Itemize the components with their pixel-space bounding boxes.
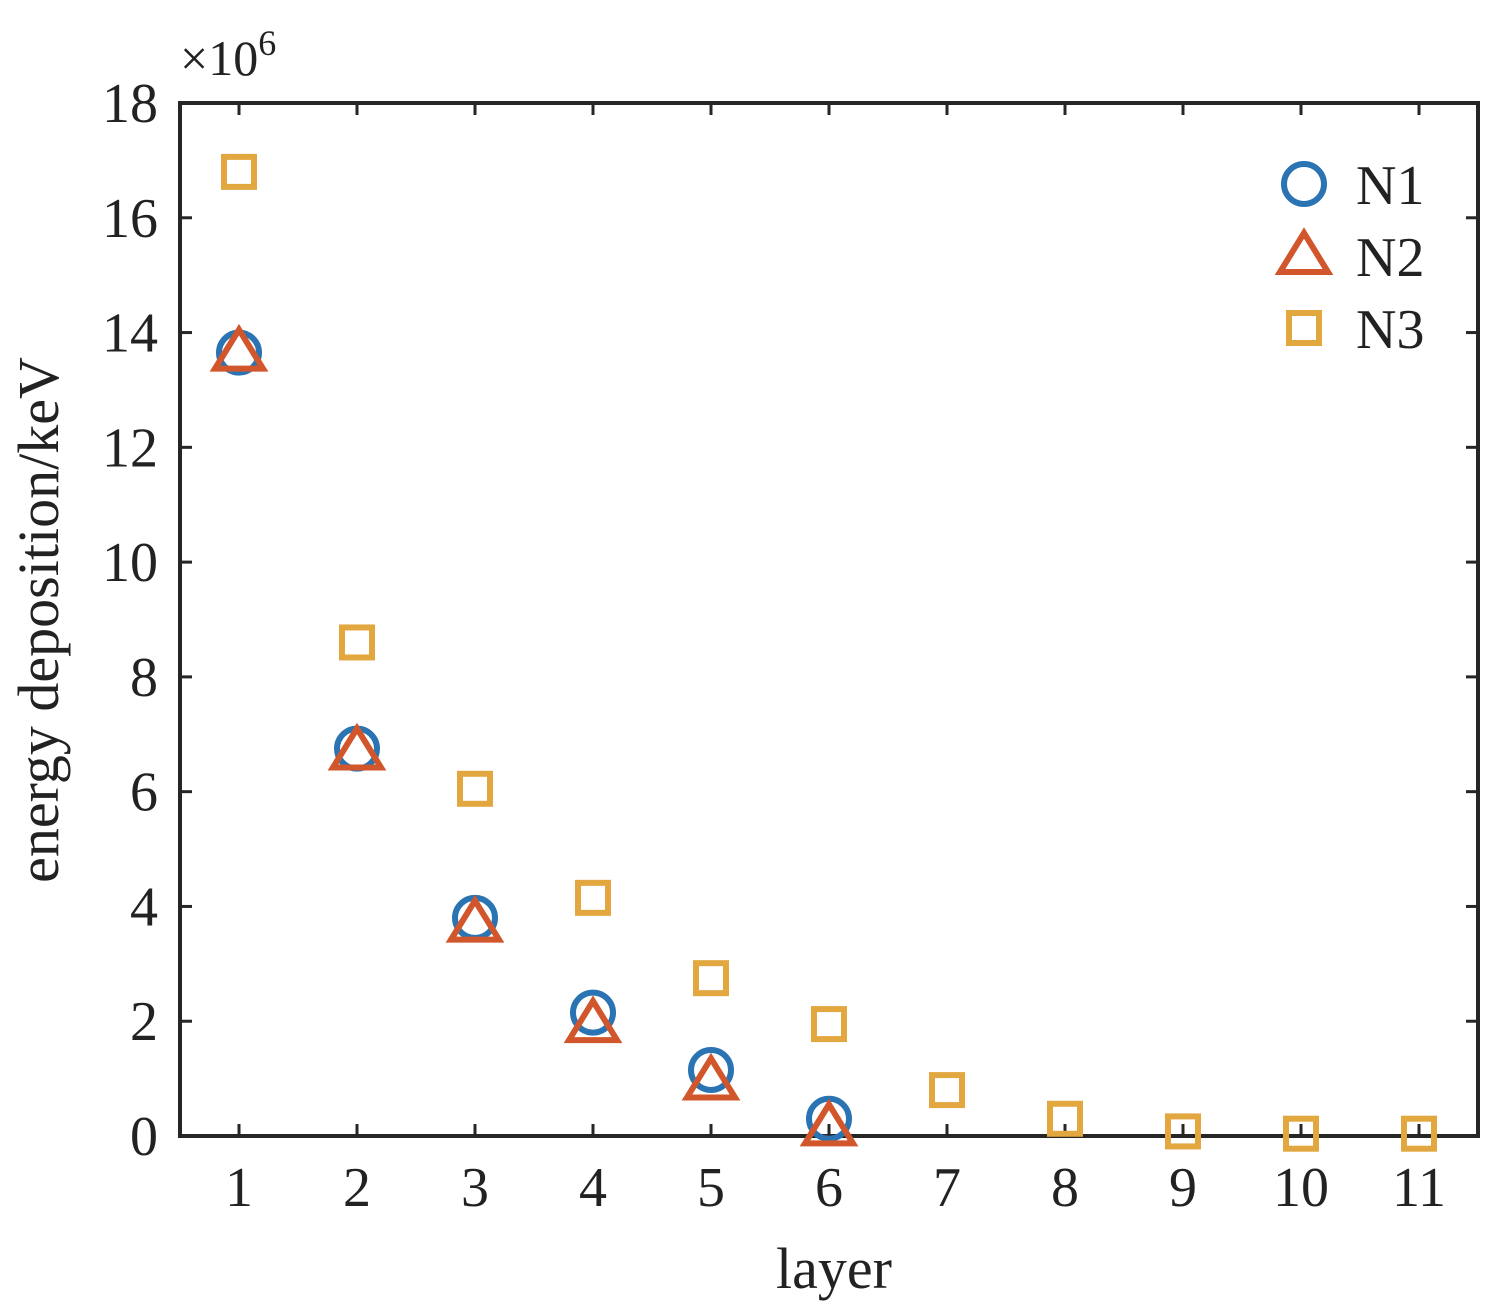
data-point-n3 — [693, 960, 729, 997]
data-point-n3 — [929, 1072, 965, 1109]
legend-marker-n2 — [1274, 227, 1334, 275]
data-point-n2 — [327, 722, 387, 771]
x-tick-label: 11 — [1392, 1157, 1446, 1219]
data-point-n3 — [457, 770, 493, 807]
x-tick-label: 1 — [225, 1157, 253, 1219]
data-point-n1 — [688, 1047, 734, 1094]
y-tick-label: 18 — [102, 73, 158, 135]
x-tick-label: 3 — [461, 1157, 489, 1219]
data-point-n2 — [681, 1052, 741, 1101]
data-point-n3 — [1283, 1115, 1319, 1152]
x-tick-label: 2 — [343, 1157, 371, 1219]
y-axis-label: energy deposition/keV — [6, 357, 71, 883]
plot-frame — [178, 101, 1480, 1138]
x-tick-label: 7 — [933, 1157, 961, 1219]
data-point-n3 — [1047, 1100, 1083, 1137]
legend-marker-n1 — [1281, 161, 1327, 207]
data-point-n2 — [209, 323, 269, 372]
x-tick-label: 4 — [579, 1157, 607, 1219]
data-point-n3 — [339, 624, 375, 661]
y-tick-label: 4 — [130, 876, 158, 938]
x-tick-label: 6 — [815, 1157, 843, 1219]
y-tick-label: 6 — [130, 762, 158, 824]
y-tick-label: 10 — [102, 532, 158, 594]
y-tick-label: 8 — [130, 647, 158, 709]
data-point-n3 — [811, 1006, 847, 1043]
y-tick-label: 16 — [102, 188, 158, 250]
data-point-n2 — [445, 894, 505, 943]
data-point-n2 — [799, 1098, 859, 1147]
data-point-n3 — [221, 153, 257, 190]
data-point-n3 — [1165, 1113, 1201, 1150]
legend-marker-n3 — [1286, 310, 1322, 346]
x-tick-label: 10 — [1273, 1157, 1329, 1219]
legend-label-n2: N2 — [1356, 227, 1424, 289]
x-axis-label: layer — [776, 1236, 892, 1301]
legend: N1 N2 N3 — [1274, 155, 1424, 361]
y-axis-exponent-power: 6 — [258, 23, 276, 63]
x-tick-label: 5 — [697, 1157, 725, 1219]
x-tick-label: 9 — [1169, 1157, 1197, 1219]
x-tick-label: 8 — [1051, 1157, 1079, 1219]
y-tick-label: 2 — [130, 991, 158, 1053]
data-point-n2 — [563, 995, 623, 1044]
y-tick-label: 12 — [102, 417, 158, 479]
y-tick-label: 0 — [130, 1106, 158, 1168]
legend-label-n1: N1 — [1356, 155, 1424, 217]
legend-label-n3: N3 — [1356, 299, 1424, 361]
y-tick-label: 14 — [102, 303, 158, 365]
data-point-n1 — [570, 989, 616, 1036]
data-point-n3 — [575, 879, 611, 916]
y-axis-exponent: ×106 — [180, 23, 276, 86]
data-markers — [209, 153, 1437, 1152]
data-point-n3 — [1401, 1115, 1437, 1152]
y-axis-exponent-base: ×10 — [180, 30, 258, 86]
